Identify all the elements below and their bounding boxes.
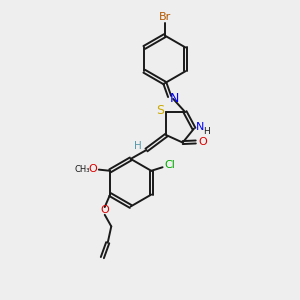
Text: O: O [100,205,109,215]
Text: Br: Br [159,12,171,22]
Text: H: H [203,127,210,136]
Text: S: S [156,104,164,117]
Text: H: H [134,141,142,152]
Text: O: O [88,164,97,174]
Text: N: N [170,92,179,105]
Text: N: N [196,122,205,132]
Text: Cl: Cl [164,160,175,170]
Text: CH₃: CH₃ [74,165,90,174]
Text: O: O [198,137,207,147]
